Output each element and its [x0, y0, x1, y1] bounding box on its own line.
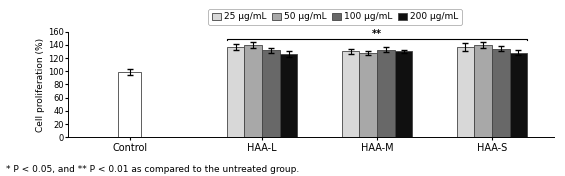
- Bar: [262, 50, 280, 137]
- Bar: [227, 47, 245, 137]
- Bar: [457, 47, 474, 137]
- Bar: [280, 54, 298, 137]
- Bar: [492, 49, 510, 137]
- Legend: 25 μg/mL, 50 μg/mL, 100 μg/mL, 200 μg/mL: 25 μg/mL, 50 μg/mL, 100 μg/mL, 200 μg/mL: [208, 9, 462, 25]
- Bar: [359, 53, 377, 137]
- Bar: [118, 72, 141, 137]
- Bar: [377, 49, 395, 137]
- Text: * P < 0.05, and ** P < 0.01 as compared to the untreated group.: * P < 0.05, and ** P < 0.01 as compared …: [6, 165, 299, 174]
- Y-axis label: Cell proliferation (%): Cell proliferation (%): [36, 37, 45, 131]
- Bar: [474, 45, 492, 137]
- Text: **: **: [372, 29, 382, 39]
- Bar: [342, 51, 359, 137]
- Bar: [395, 51, 412, 137]
- Bar: [245, 45, 262, 137]
- Bar: [510, 53, 527, 137]
